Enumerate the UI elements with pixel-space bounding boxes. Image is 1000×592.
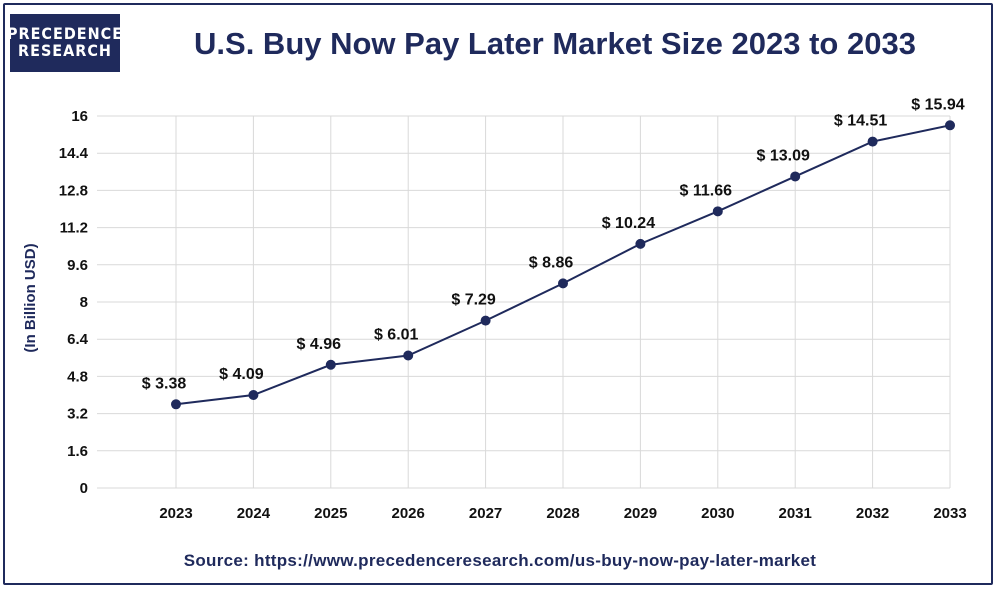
x-tick-label: 2026	[392, 505, 425, 522]
data-point	[635, 238, 646, 249]
y-tick-label: 4.8	[67, 368, 88, 385]
data-point	[712, 206, 723, 217]
data-point	[325, 359, 336, 370]
data-point	[171, 399, 181, 410]
logo-line-1: PRECEDENCE	[6, 24, 124, 44]
y-axis-label: (In Billion USD)	[22, 243, 39, 352]
data-label: $ 15.94	[911, 96, 964, 113]
x-tick-label: 2024	[237, 505, 271, 522]
data-point	[558, 278, 568, 289]
y-tick-label: 11.2	[60, 220, 88, 237]
x-tick-label: 2030	[701, 505, 734, 522]
data-point	[867, 136, 878, 147]
y-tick-label: 6.4	[67, 331, 89, 348]
x-tick-label: 2023	[159, 505, 192, 522]
data-point	[945, 120, 955, 131]
data-label: $ 8.86	[529, 254, 574, 271]
data-point	[248, 390, 259, 400]
source-note: Source: https://www.precedenceresearch.c…	[183, 551, 817, 570]
data-label: $ 13.09	[757, 147, 810, 164]
y-tick-label: 9.6	[67, 257, 88, 274]
data-point	[790, 171, 801, 182]
x-tick-label: 2029	[624, 505, 657, 522]
y-tick-label: 12.8	[59, 182, 88, 199]
precedence-research-logo: PRECEDENCE RESEARCH	[6, 14, 124, 72]
data-point	[403, 350, 414, 361]
x-tick-label: 2027	[469, 505, 502, 522]
y-tick-label: 14.4	[59, 145, 89, 162]
data-label: $ 6.01	[374, 326, 419, 343]
data-point	[480, 315, 491, 326]
x-tick-label: 2032	[856, 505, 889, 522]
y-tick-label: 0	[80, 480, 88, 497]
data-label: $ 14.51	[834, 113, 887, 130]
data-label: $ 7.29	[451, 292, 496, 309]
y-tick-label: 16	[71, 108, 88, 125]
data-label: $ 4.09	[219, 366, 264, 383]
x-tick-label: 2031	[779, 505, 812, 522]
data-label: $ 4.96	[297, 336, 342, 353]
y-tick-label: 8	[80, 294, 88, 311]
x-tick-label: 2025	[314, 505, 347, 522]
chart-title: U.S. Buy Now Pay Later Market Size 2023 …	[194, 26, 916, 61]
data-label: $ 11.66	[680, 182, 733, 199]
data-label: $ 10.24	[602, 215, 655, 232]
x-tick-label: 2033	[933, 505, 966, 522]
logo-line-2: RESEARCH	[18, 41, 112, 60]
y-tick-label: 1.6	[67, 443, 88, 460]
data-label: $ 3.38	[142, 375, 187, 392]
x-tick-label: 2028	[546, 505, 579, 522]
y-tick-label: 3.2	[67, 406, 88, 423]
